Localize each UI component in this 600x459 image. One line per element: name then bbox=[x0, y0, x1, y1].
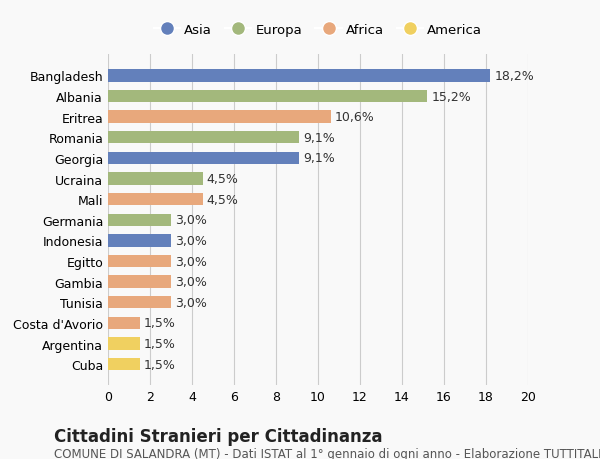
Bar bbox=[108, 338, 139, 350]
Bar bbox=[108, 297, 171, 309]
Text: 18,2%: 18,2% bbox=[494, 70, 534, 83]
Bar bbox=[108, 111, 331, 123]
Bar bbox=[108, 358, 139, 370]
Text: 3,0%: 3,0% bbox=[175, 275, 207, 289]
Text: 1,5%: 1,5% bbox=[144, 317, 176, 330]
Legend: Asia, Europa, Africa, America: Asia, Europa, Africa, America bbox=[148, 19, 488, 42]
Bar bbox=[108, 173, 203, 185]
Text: Cittadini Stranieri per Cittadinanza: Cittadini Stranieri per Cittadinanza bbox=[54, 427, 383, 445]
Bar bbox=[108, 317, 139, 330]
Bar bbox=[108, 132, 299, 144]
Text: 3,0%: 3,0% bbox=[175, 296, 207, 309]
Text: 15,2%: 15,2% bbox=[431, 90, 471, 103]
Text: 9,1%: 9,1% bbox=[303, 152, 335, 165]
Text: 3,0%: 3,0% bbox=[175, 235, 207, 247]
Text: 3,0%: 3,0% bbox=[175, 255, 207, 268]
Bar bbox=[108, 255, 171, 268]
Text: 1,5%: 1,5% bbox=[144, 358, 176, 371]
Text: 1,5%: 1,5% bbox=[144, 337, 176, 350]
Text: 3,0%: 3,0% bbox=[175, 214, 207, 227]
Bar bbox=[108, 235, 171, 247]
Bar bbox=[108, 152, 299, 165]
Text: 4,5%: 4,5% bbox=[206, 193, 239, 206]
Text: COMUNE DI SALANDRA (MT) - Dati ISTAT al 1° gennaio di ogni anno - Elaborazione T: COMUNE DI SALANDRA (MT) - Dati ISTAT al … bbox=[54, 448, 600, 459]
Text: 9,1%: 9,1% bbox=[303, 132, 335, 145]
Text: 4,5%: 4,5% bbox=[206, 173, 239, 185]
Bar bbox=[108, 276, 171, 288]
Bar bbox=[108, 214, 171, 226]
Bar bbox=[108, 194, 203, 206]
Text: 10,6%: 10,6% bbox=[335, 111, 374, 124]
Bar bbox=[108, 91, 427, 103]
Bar bbox=[108, 70, 490, 83]
